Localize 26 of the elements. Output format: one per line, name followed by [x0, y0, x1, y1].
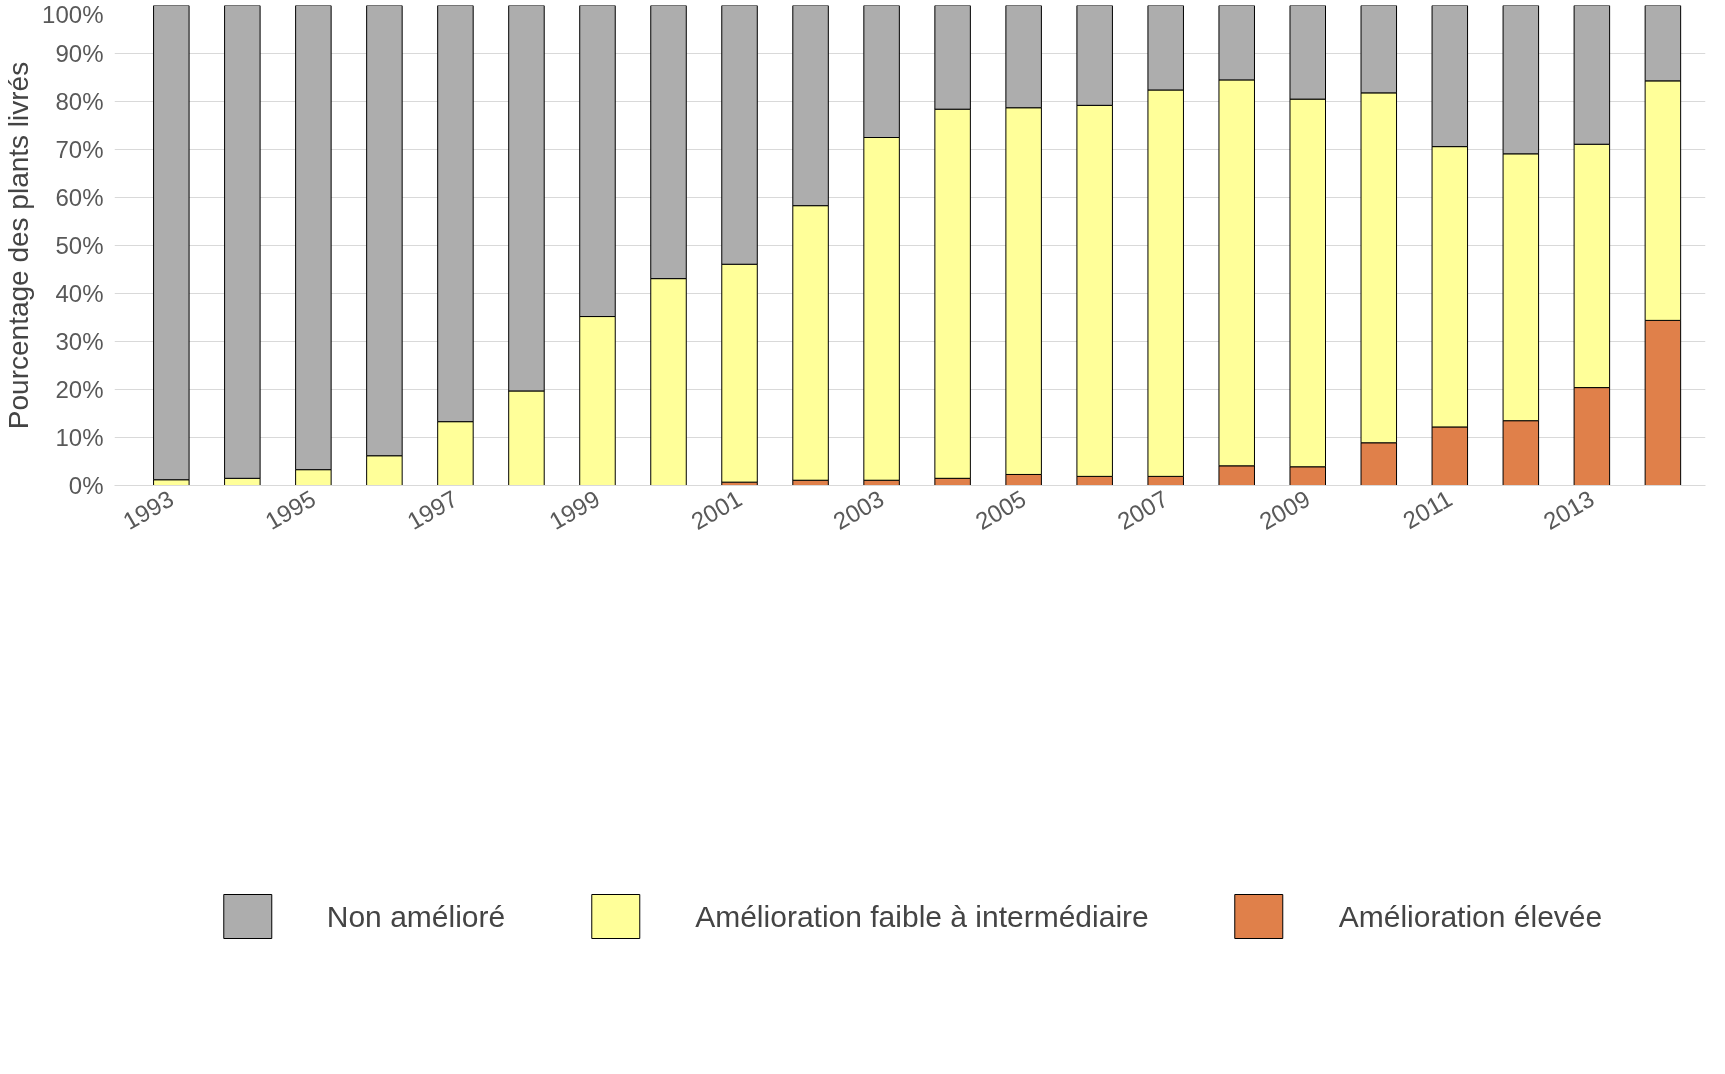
x-tick-label: 2001 — [686, 484, 747, 535]
legend-label: Amélioration élevée — [1338, 899, 1603, 934]
x-tick-label: 1995 — [260, 484, 321, 535]
y-tick-label: 40% — [55, 280, 104, 307]
x-tick-label: 2009 — [1254, 484, 1315, 535]
x-tick-label: 1999 — [544, 484, 605, 535]
x-tick-label: 1993 — [118, 484, 179, 535]
x-tick-label: 2005 — [970, 484, 1031, 535]
y-tick-label: 20% — [55, 376, 104, 403]
x-tick-label: 1997 — [402, 484, 463, 535]
y-axis-title: Pourcentage des plants livrés — [3, 61, 35, 430]
x-tick-label: 2003 — [828, 484, 889, 535]
y-tick-label: 60% — [55, 184, 104, 211]
y-tick-label: 70% — [55, 136, 104, 163]
y-tick-label: 50% — [55, 232, 104, 259]
y-tick-label: 90% — [55, 40, 104, 67]
x-tick-label: 2007 — [1112, 484, 1173, 535]
y-tick-label: 30% — [55, 328, 104, 355]
x-tick-label: 2011 — [1398, 484, 1457, 534]
y-tick-label: 10% — [55, 424, 104, 451]
x-tick-label: 2013 — [1538, 484, 1599, 535]
y-tick-label: 0% — [68, 472, 104, 499]
y-tick-label: 80% — [55, 88, 104, 115]
legend-label: Amélioration faible à intermédiaire — [695, 899, 1149, 934]
legend-label: Non amélioré — [326, 899, 506, 934]
y-tick-label: 100% — [42, 0, 104, 28]
